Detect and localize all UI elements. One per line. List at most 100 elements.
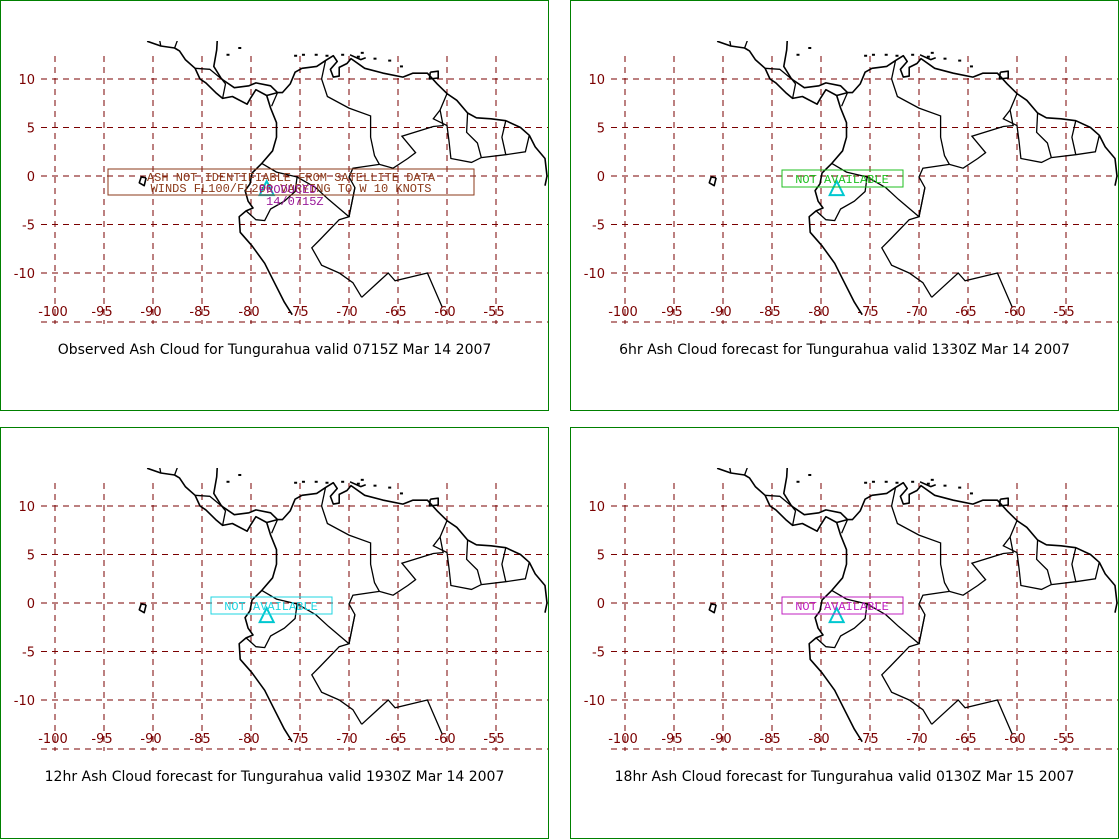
island: [919, 54, 936, 61]
country-border: [841, 519, 849, 534]
observed-note-line1: ASH NOT IDENTIFIABLE FROM SATELLITE DATA: [147, 171, 436, 185]
x-tick-label: -85: [189, 732, 210, 747]
x-tick-label: -55: [1053, 732, 1074, 747]
island-dot: [969, 492, 973, 495]
country-border: [348, 614, 356, 644]
island-dot: [808, 46, 812, 49]
x-tick-label: -60: [1004, 305, 1025, 320]
panel-observed: -100 -95 -90 -85 -80 -75 -70 -65 -60 -55 10 5 0 -5 -10…: [0, 0, 549, 411]
country-border: [918, 163, 950, 217]
island-dot: [301, 53, 305, 56]
island-dot: [399, 492, 403, 495]
x-tick-label: -90: [710, 305, 731, 320]
country-border: [348, 187, 356, 217]
island: [428, 70, 440, 80]
country-border: [501, 547, 507, 582]
country-border: [743, 468, 748, 476]
caption-12hr: 12hr Ash Cloud forecast for Tungurahua v…: [44, 769, 505, 785]
island: [708, 176, 717, 187]
country-border: [159, 41, 162, 47]
island-dot: [373, 484, 377, 487]
country-border: [348, 590, 380, 644]
panel-18hr: -100 -95 -90 -85 -80 -75 -70 -65 -60 -55 10 5 0 -5 -10…: [570, 427, 1119, 839]
x-tick-label: -55: [483, 305, 504, 320]
y-tick-label: 0: [597, 170, 605, 185]
observed-label-line2: 14/0715Z: [266, 195, 324, 209]
country-border: [841, 92, 849, 107]
x-tick-label: -60: [1004, 732, 1025, 747]
coastline: [708, 468, 1118, 743]
island: [349, 54, 366, 61]
x-tick-label: -55: [1053, 305, 1074, 320]
x-tick-label: -70: [336, 305, 357, 320]
observed-note-line2: WINDS FL100/FL200 VARYING TO W 10 KNOTS: [151, 182, 432, 196]
island-dot: [884, 480, 888, 483]
y-tick-label: -10: [584, 267, 605, 282]
not-available-text: NOT AVAILABLE: [795, 173, 889, 187]
country-border: [195, 494, 223, 507]
island-dot: [884, 53, 888, 56]
x-tick-label: -80: [808, 732, 829, 747]
y-tick-label: 5: [597, 122, 605, 137]
country-border: [245, 589, 298, 649]
x-tick-label: -80: [808, 305, 829, 320]
island-dot: [238, 46, 242, 49]
country-border: [815, 589, 868, 649]
x-tick-label: -65: [385, 305, 406, 320]
country-border: [296, 603, 363, 725]
island-dot: [930, 478, 934, 481]
x-tick-label: -75: [857, 732, 878, 747]
country-border: [465, 539, 482, 585]
x-tick-label: -55: [483, 732, 504, 747]
caption-6hr: 6hr Ash Cloud forecast for Tungurahua va…: [619, 342, 1070, 358]
grid-lines: [611, 483, 1118, 751]
y-tick-label: 0: [27, 597, 35, 612]
island-dot: [226, 53, 230, 56]
country-border: [1071, 120, 1077, 155]
island-dot: [341, 53, 345, 56]
country-border: [379, 93, 448, 169]
coastline: [708, 41, 1118, 316]
country-border: [1071, 547, 1077, 582]
map-observed: -100 -95 -90 -85 -80 -75 -70 -65 -60 -55 10 5 0 -5 -10…: [14, 41, 548, 324]
island-dot: [958, 486, 962, 489]
x-tick-label: -60: [434, 305, 455, 320]
coastline: [138, 41, 548, 316]
country-border: [501, 120, 507, 155]
country-border: [245, 162, 298, 222]
island-dot: [314, 53, 318, 56]
island-dot: [895, 481, 899, 484]
country-border: [890, 60, 950, 165]
country-border: [743, 41, 748, 49]
island: [998, 497, 1010, 507]
observed-label-line1: PRODUCED: [259, 183, 317, 197]
x-tick-label: -100: [608, 305, 638, 320]
island-dot: [943, 57, 947, 60]
island-dot: [871, 53, 875, 56]
island-dot: [796, 53, 800, 56]
coastline: [138, 468, 548, 743]
country-border: [221, 505, 227, 526]
x-tick-label: -65: [955, 732, 976, 747]
country-border: [1035, 539, 1052, 585]
x-tick-label: -80: [238, 732, 259, 747]
country-border: [815, 162, 868, 222]
island-dot: [360, 478, 364, 481]
island-dot: [895, 54, 899, 57]
island: [138, 176, 147, 187]
x-tick-label: -60: [434, 732, 455, 747]
y-tick-label: 0: [597, 597, 605, 612]
island-dot: [238, 473, 242, 476]
island-dot: [356, 482, 360, 485]
x-tick-label: -95: [661, 305, 682, 320]
panel-6hr: -100 -95 -90 -85 -80 -75 -70 -65 -60 -55 10 5 0 -5 -10…: [570, 0, 1119, 411]
island-dot: [388, 486, 392, 489]
country-border: [1002, 536, 1100, 591]
country-border: [432, 109, 530, 164]
y-tick-label: 10: [18, 500, 35, 515]
x-tick-label: -95: [91, 732, 112, 747]
island-dot: [294, 481, 298, 484]
x-tick-label: -70: [906, 732, 927, 747]
island: [138, 603, 147, 614]
x-tick-label: -80: [238, 305, 259, 320]
